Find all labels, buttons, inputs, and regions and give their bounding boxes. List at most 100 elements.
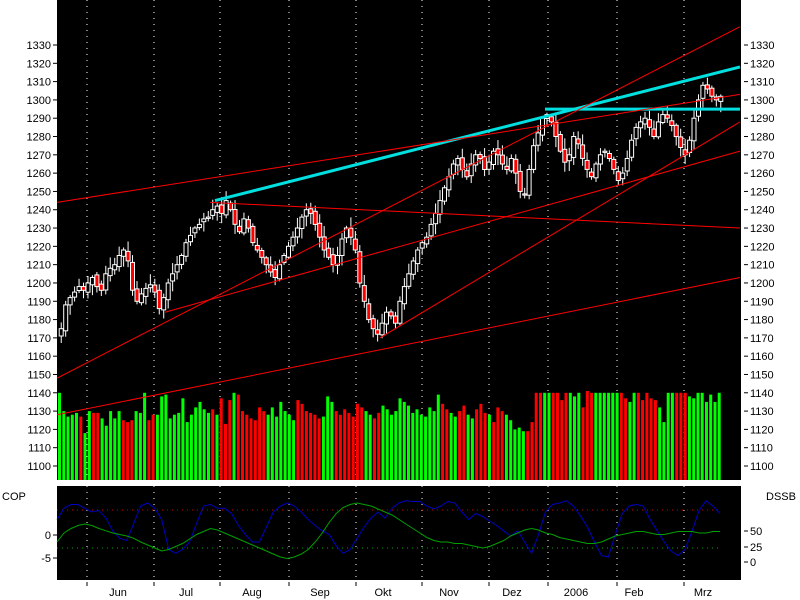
volume-bar [232,392,236,480]
volume-bar [513,429,517,480]
volume-bar [147,420,151,480]
candle-body [98,283,104,291]
volume-bar [560,400,564,480]
candle-body [508,158,514,172]
candle-body [548,116,554,123]
volume-bar [215,414,219,480]
volume-bar [453,416,457,480]
candle-body [571,136,577,158]
y-tick-label: 1310 [27,77,51,89]
candle-body [143,287,149,297]
volume-bar [198,401,202,480]
volume-bar [607,392,611,480]
candle-body [593,163,599,179]
volume-bar [100,418,104,480]
y-tick-label: 1300 [750,95,774,107]
y-tick-label: 1240 [27,205,51,217]
volume-bar [66,416,70,480]
candle-body [415,249,421,265]
volume-bar [368,414,372,480]
volume-bar [381,405,385,480]
candle-body [491,150,496,165]
x-tick-label: Jul [179,587,193,599]
candle-body [58,328,64,337]
volume-bar [109,411,113,480]
volume-bar [479,403,483,480]
candle-body [138,293,144,304]
candle-body [339,238,345,256]
x-tick-label: Mrz [694,587,712,599]
y-tick-label: 1280 [750,132,774,144]
volume-bar [155,414,159,480]
candle-body [629,139,635,158]
volume-bar [700,392,704,480]
volume-bar [377,412,381,480]
volume-bar [181,398,185,480]
volume-bar [317,418,321,480]
candle-body [419,242,425,249]
volume-bar [219,398,223,480]
volume-bar [526,431,530,480]
candle-body [410,260,416,275]
candle-body [673,124,679,138]
volume-bar [547,392,551,480]
trendline [214,65,741,203]
candle-body [72,291,78,298]
y-tick-label: 1240 [750,205,774,217]
x-tick-label: Feb [625,587,644,599]
volume-bar [415,409,419,480]
y-tick-label: 1310 [750,77,774,89]
y-tick-label: 1140 [750,388,774,400]
candle-body [147,284,153,289]
volume-bar [581,407,585,480]
candle-body [214,205,220,213]
x-tick-label: 2006 [564,587,588,599]
candle-body [76,286,82,292]
indicator-tick-label: 0 [45,530,51,542]
candle-body [464,170,470,178]
volume-bar [309,412,313,480]
candle-body [188,234,193,243]
volume-bar [619,392,623,480]
y-tick-label: 1130 [750,406,774,418]
volume-bar [602,392,606,480]
candle-body [624,158,630,172]
volume-bar [556,392,559,480]
y-tick-label: 1230 [750,223,774,235]
candle-body [406,273,412,287]
volume-bar [253,420,257,480]
y-tick-label: 1330 [750,40,774,52]
volume-bar [432,411,436,480]
volume-bar [424,416,428,480]
candle-body [348,227,354,238]
candle-body [67,297,73,306]
candle-body [361,285,367,302]
candle-body [455,158,461,166]
volume-bar [351,416,355,480]
candle-body [655,121,661,138]
candle-body [499,154,505,165]
x-axis: Jun Jul Aug Sep Okt Nov Dez 2006 Feb Mrz [86,582,712,599]
volume-bar [330,401,334,480]
x-tick-label: Jun [109,587,127,599]
candle-body [535,132,541,146]
y-tick-label: 1100 [750,461,774,473]
x-tick-label: Nov [439,587,459,599]
y-tick-label: 1260 [27,168,51,180]
volume-bar [696,392,700,480]
candle-body [156,289,162,310]
volume-bar [641,400,645,480]
candle-body [642,117,648,125]
volume-bar [543,392,547,480]
y-tick-label: 1160 [27,351,51,363]
volume-bar [202,409,206,480]
candle-body [424,236,430,245]
candle-body [437,200,443,215]
left-y-axis: 1100 1110 1120 1130 1140 1150 1160 1170 1180 1190… [27,40,57,565]
volume-bar [83,433,87,480]
volume-bar [211,409,215,480]
candle-body [660,114,666,123]
candle-body [170,273,176,282]
candle-body [130,261,135,291]
candle-body [121,249,127,257]
